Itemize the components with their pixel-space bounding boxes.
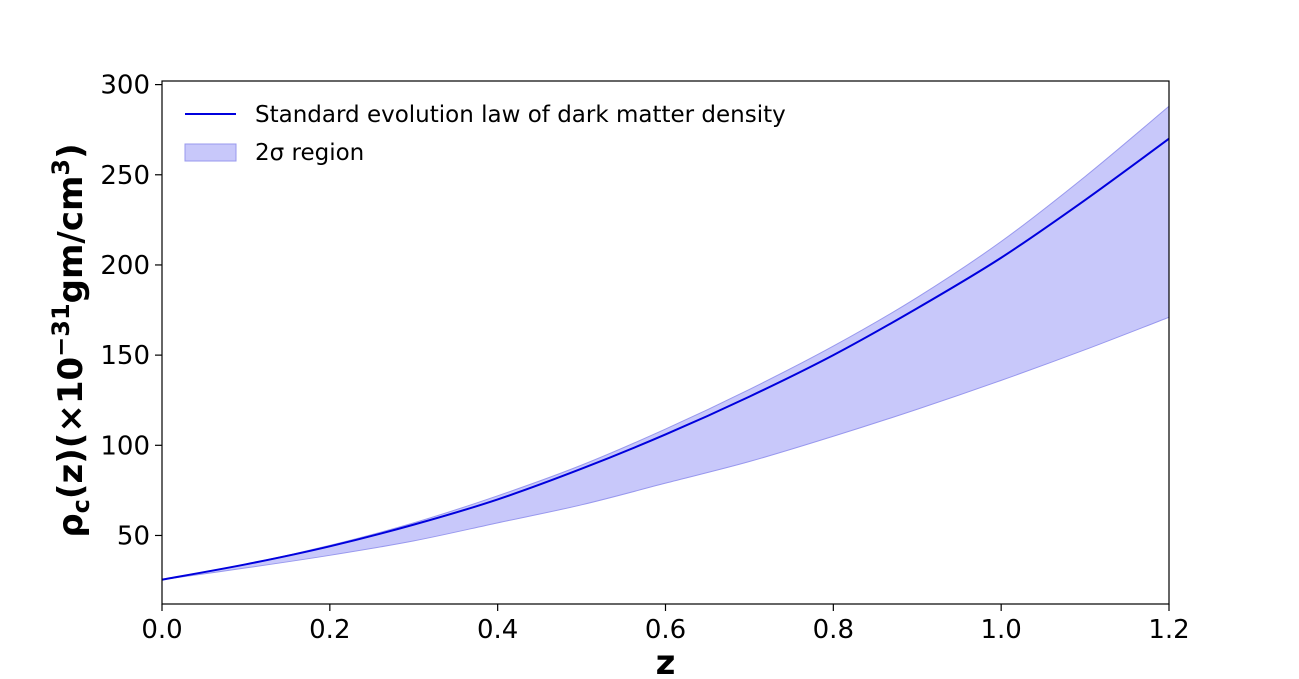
legend-band-swatch bbox=[184, 143, 237, 162]
y-axis-title-sub: c bbox=[67, 499, 95, 513]
x-tick-label: 0.6 bbox=[645, 615, 686, 645]
x-axis: 0.0 0.2 0.4 0.6 0.8 1.0 1.2 bbox=[141, 604, 1190, 645]
x-tick-label: 1.2 bbox=[1148, 615, 1189, 645]
y-axis-title-unit-sup: 3 bbox=[47, 159, 75, 176]
y-tick-label: 300 bbox=[100, 71, 150, 101]
x-tick-label: 0.8 bbox=[813, 615, 854, 645]
x-tick-label: 0.0 bbox=[141, 615, 182, 645]
x-axis-title: z bbox=[656, 643, 676, 679]
y-tick-label: 250 bbox=[100, 161, 150, 191]
y-tick-label: 100 bbox=[100, 431, 150, 461]
y-tick-label: 200 bbox=[100, 251, 150, 281]
legend-band-label: 2σ region bbox=[255, 140, 364, 166]
y-axis-title-unit: gm/cm bbox=[51, 176, 91, 304]
x-tick-label: 0.2 bbox=[309, 615, 350, 645]
x-tick-label: 0.4 bbox=[477, 615, 518, 645]
y-axis-title: ρc(z)(×10−31gm/cm3) bbox=[47, 143, 95, 537]
y-tick-label: 50 bbox=[117, 521, 150, 551]
x-tick-label: 1.0 bbox=[980, 615, 1021, 645]
y-tick-label: 150 bbox=[100, 341, 150, 371]
legend-line-label: Standard evolution law of dark matter de… bbox=[255, 102, 786, 128]
legend: Standard evolution law of dark matter de… bbox=[184, 102, 786, 166]
series-line bbox=[161, 137, 1170, 581]
y-axis-title-close: ) bbox=[51, 143, 91, 159]
y-axis: 50 100 150 200 250 300 bbox=[100, 71, 162, 551]
y-axis-title-base: ρ bbox=[51, 513, 91, 537]
y-axis-title-mid: (z)(×10 bbox=[51, 357, 91, 499]
plot-frame bbox=[161, 80, 1170, 605]
y-axis-title-sup: −31 bbox=[47, 303, 75, 357]
